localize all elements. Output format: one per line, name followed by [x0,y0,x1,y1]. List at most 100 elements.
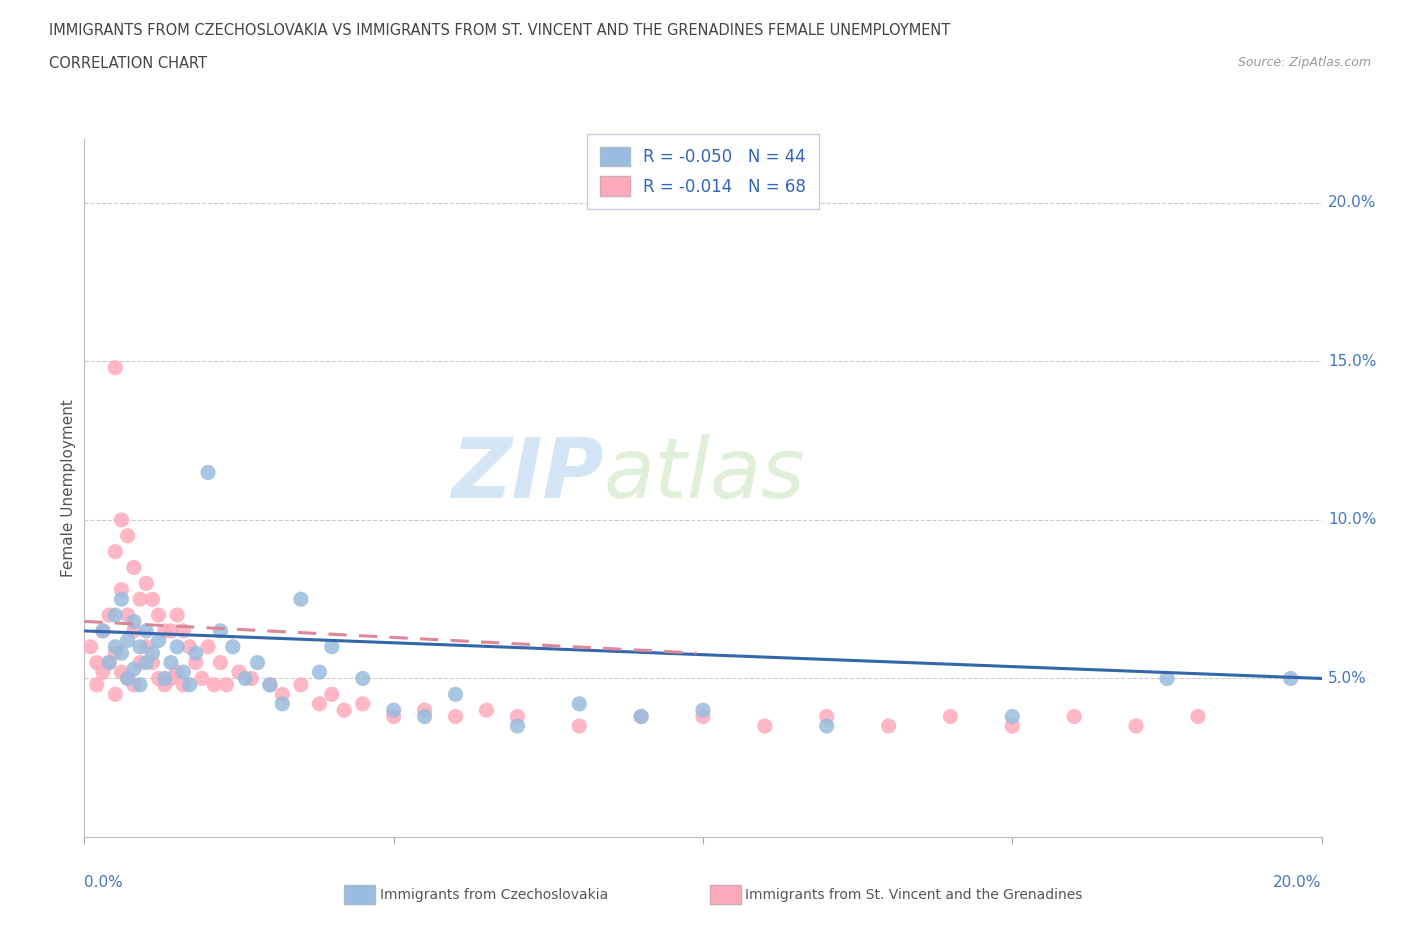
Point [148,671,170,686]
Point [444,687,467,702]
Point [110,512,132,527]
Point [153,677,176,692]
Point [1156,671,1178,686]
Point [382,709,405,724]
Text: 10.0%: 10.0% [1327,512,1376,527]
Point [98,655,121,670]
Point [382,703,405,718]
Point [290,591,312,606]
Point [166,665,188,680]
Point [104,639,127,654]
Point [352,697,374,711]
Point [692,703,714,718]
Point [129,677,152,692]
Point [104,687,127,702]
Point [141,655,163,670]
Point [308,697,330,711]
Point [333,703,356,718]
Point [117,671,139,686]
Point [110,645,132,660]
Point [79,639,101,654]
Text: Immigrants from St. Vincent and the Grenadines: Immigrants from St. Vincent and the Gren… [745,887,1083,902]
Point [104,645,127,660]
Point [122,623,145,638]
Point [172,623,194,638]
Point [110,582,132,597]
Point [1001,709,1024,724]
Point [568,719,591,734]
Point [160,655,183,670]
Point [141,591,163,606]
Point [91,623,114,638]
Text: atlas: atlas [605,433,806,515]
Point [630,709,652,724]
Point [754,719,776,734]
Point [104,544,127,559]
Point [117,528,139,543]
Point [148,607,170,622]
Point [135,576,157,591]
Point [98,607,121,622]
Text: 5.0%: 5.0% [1327,671,1367,686]
Point [475,703,498,718]
Point [1187,709,1209,724]
Point [1279,671,1302,686]
Point [202,677,225,692]
Point [104,360,127,375]
Point [135,623,157,638]
Point [179,639,201,654]
Point [215,677,238,692]
Point [413,703,436,718]
Point [815,719,838,734]
Point [110,665,132,680]
Point [166,607,188,622]
Point [129,591,152,606]
Point [228,665,250,680]
Point [1063,709,1085,724]
Point [939,709,962,724]
Text: 0.0%: 0.0% [84,875,124,890]
Point [271,697,294,711]
Point [153,671,176,686]
Point [98,655,121,670]
Point [692,709,714,724]
Point [117,607,139,622]
Point [117,671,139,686]
Point [413,709,436,724]
Point [568,697,591,711]
Point [815,709,838,724]
Point [259,677,281,692]
Point [308,665,330,680]
Point [222,639,245,654]
Point [141,645,163,660]
Point [153,623,176,638]
Point [630,709,652,724]
Point [877,719,900,734]
Text: 20.0%: 20.0% [1274,875,1322,890]
Legend: R = -0.050   N = 44, R = -0.014   N = 68: R = -0.050 N = 44, R = -0.014 N = 68 [586,134,820,209]
Point [122,614,145,629]
Point [209,655,232,670]
Text: ZIP: ZIP [451,433,605,515]
Point [352,671,374,686]
Point [1125,719,1147,734]
Point [122,560,145,575]
Point [259,677,281,692]
Point [444,709,467,724]
Text: 20.0%: 20.0% [1327,195,1376,210]
Text: 15.0%: 15.0% [1327,354,1376,369]
Point [86,677,108,692]
Point [148,633,170,648]
Point [321,687,343,702]
Point [184,655,207,670]
Point [166,639,188,654]
Point [172,677,194,692]
Point [290,677,312,692]
Point [91,623,114,638]
Point [506,719,529,734]
Y-axis label: Female Unemployment: Female Unemployment [60,399,76,578]
Point [86,655,108,670]
Point [179,677,201,692]
Point [135,639,157,654]
Point [184,645,207,660]
